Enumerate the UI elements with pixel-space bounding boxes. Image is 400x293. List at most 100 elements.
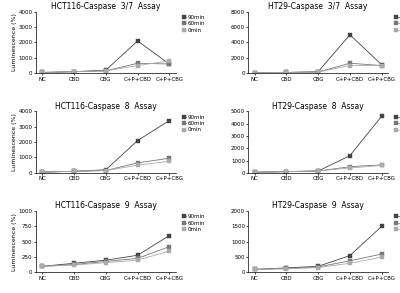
90min bbox=[72, 262, 76, 265]
60min bbox=[252, 71, 257, 75]
90min bbox=[104, 68, 108, 72]
0min bbox=[252, 268, 257, 271]
Legend: 90min, 60min, 0min: 90min, 60min, 0min bbox=[181, 14, 206, 33]
Title: HT29-Caspase  9  Assay: HT29-Caspase 9 Assay bbox=[272, 201, 364, 210]
0min bbox=[252, 171, 257, 174]
60min bbox=[379, 64, 384, 67]
90min bbox=[379, 115, 384, 118]
0min bbox=[104, 69, 108, 73]
60min bbox=[284, 170, 289, 173]
90min bbox=[40, 265, 45, 268]
0min bbox=[135, 258, 140, 262]
Title: HCT116-Caspase  3/7  Assay: HCT116-Caspase 3/7 Assay bbox=[51, 2, 160, 11]
0min bbox=[379, 255, 384, 259]
90min bbox=[348, 33, 352, 37]
60min bbox=[348, 259, 352, 263]
60min bbox=[316, 70, 320, 74]
90min bbox=[252, 268, 257, 271]
60min bbox=[135, 257, 140, 260]
90min bbox=[135, 253, 140, 257]
60min bbox=[348, 62, 352, 65]
Line: 60min: 60min bbox=[41, 62, 171, 74]
0min bbox=[284, 170, 289, 173]
90min bbox=[72, 170, 76, 173]
90min bbox=[252, 171, 257, 174]
0min bbox=[167, 59, 172, 63]
60min bbox=[379, 163, 384, 167]
Line: 60min: 60min bbox=[253, 163, 383, 174]
60min bbox=[348, 165, 352, 168]
90min bbox=[284, 170, 289, 173]
60min bbox=[252, 171, 257, 174]
Line: 60min: 60min bbox=[41, 245, 171, 268]
Line: 0min: 0min bbox=[41, 249, 171, 268]
90min bbox=[379, 225, 384, 228]
60min bbox=[316, 265, 320, 269]
90min bbox=[135, 39, 140, 43]
60min bbox=[252, 268, 257, 271]
0min bbox=[40, 170, 45, 174]
90min bbox=[104, 168, 108, 171]
90min bbox=[72, 70, 76, 74]
0min bbox=[167, 160, 172, 163]
0min bbox=[167, 249, 172, 253]
60min bbox=[72, 263, 76, 266]
0min bbox=[104, 261, 108, 264]
Y-axis label: Luminescence (%): Luminescence (%) bbox=[12, 13, 17, 71]
60min bbox=[284, 71, 289, 74]
0min bbox=[252, 71, 257, 75]
Line: 0min: 0min bbox=[41, 59, 171, 74]
0min bbox=[348, 64, 352, 67]
60min bbox=[104, 260, 108, 263]
Line: 90min: 90min bbox=[41, 119, 171, 174]
Line: 90min: 90min bbox=[41, 39, 171, 74]
Title: HT29-Caspase  3/7  Assay: HT29-Caspase 3/7 Assay bbox=[268, 2, 368, 11]
0min bbox=[135, 64, 140, 67]
90min bbox=[40, 71, 45, 74]
60min bbox=[40, 265, 45, 268]
0min bbox=[104, 169, 108, 172]
Line: 90min: 90min bbox=[41, 234, 171, 268]
Y-axis label: Luminescence (%): Luminescence (%) bbox=[12, 113, 17, 171]
90min bbox=[348, 154, 352, 157]
Line: 60min: 60min bbox=[253, 252, 383, 271]
60min bbox=[72, 70, 76, 74]
Line: 0min: 0min bbox=[253, 164, 383, 174]
0min bbox=[284, 267, 289, 270]
60min bbox=[284, 267, 289, 270]
90min bbox=[348, 254, 352, 257]
60min bbox=[135, 62, 140, 65]
Line: 0min: 0min bbox=[253, 255, 383, 271]
0min bbox=[348, 262, 352, 265]
0min bbox=[316, 169, 320, 173]
0min bbox=[316, 266, 320, 269]
0min bbox=[40, 265, 45, 268]
0min bbox=[40, 71, 45, 74]
0min bbox=[72, 170, 76, 173]
0min bbox=[348, 166, 352, 170]
Line: 90min: 90min bbox=[253, 225, 383, 271]
Legend: 90min, 60min, 0min: 90min, 60min, 0min bbox=[394, 114, 400, 133]
60min bbox=[104, 69, 108, 73]
Title: HCT116-Caspase  9  Assay: HCT116-Caspase 9 Assay bbox=[55, 201, 157, 210]
Legend: 90min, 60min, 0min: 90min, 60min, 0min bbox=[394, 214, 400, 233]
Title: HCT116-Caspase  8  Assay: HCT116-Caspase 8 Assay bbox=[55, 102, 157, 110]
60min bbox=[167, 62, 172, 66]
0min bbox=[316, 70, 320, 74]
0min bbox=[284, 71, 289, 74]
90min bbox=[167, 62, 172, 66]
60min bbox=[316, 169, 320, 173]
0min bbox=[72, 70, 76, 74]
90min bbox=[316, 169, 320, 173]
Line: 60min: 60min bbox=[253, 62, 383, 75]
90min bbox=[167, 119, 172, 122]
Line: 90min: 90min bbox=[253, 115, 383, 174]
60min bbox=[167, 156, 172, 160]
Legend: 90min, 60min, 0min: 90min, 60min, 0min bbox=[394, 14, 400, 33]
90min bbox=[284, 266, 289, 270]
Legend: 90min, 60min, 0min: 90min, 60min, 0min bbox=[181, 214, 206, 233]
90min bbox=[316, 70, 320, 74]
60min bbox=[72, 170, 76, 173]
90min bbox=[135, 139, 140, 142]
0min bbox=[379, 64, 384, 67]
